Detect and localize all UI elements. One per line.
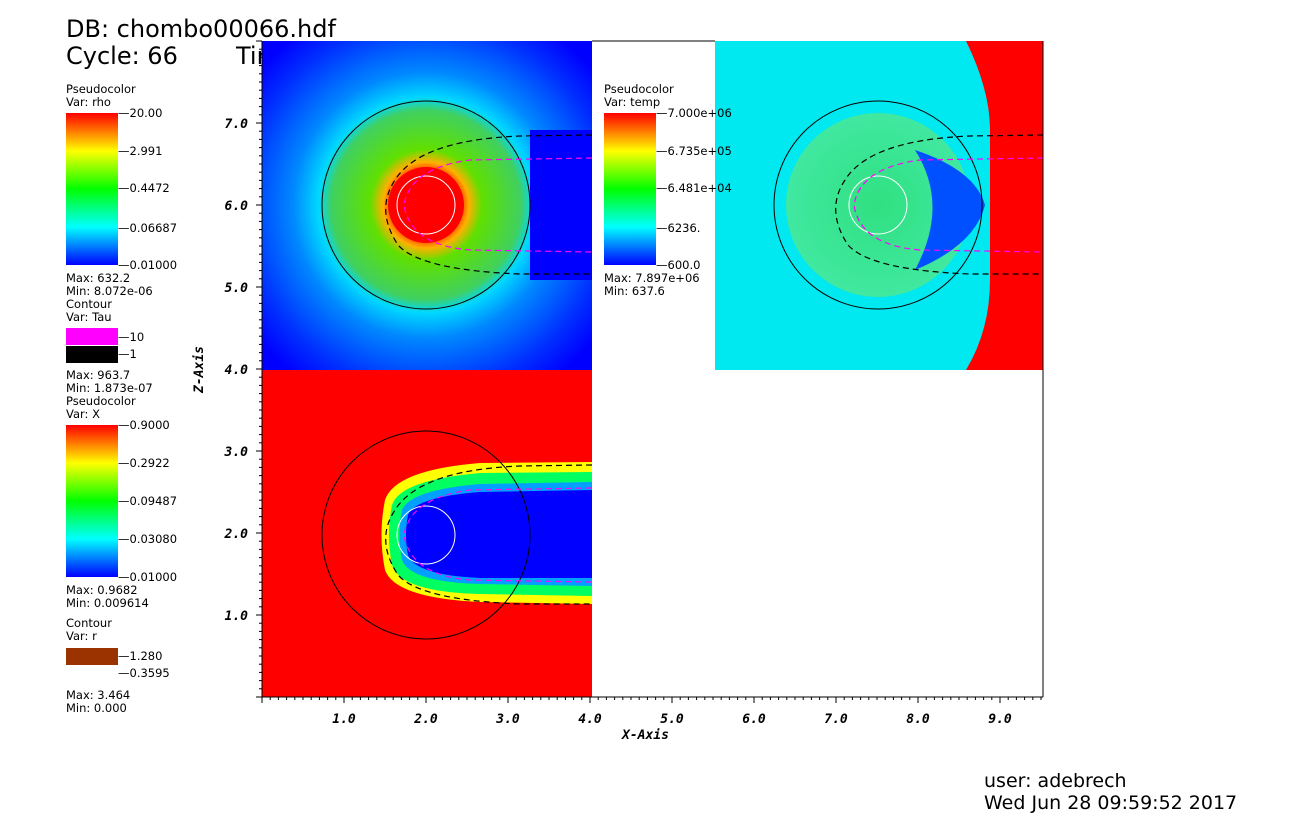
x-tick-1: —0.2922 (118, 456, 170, 470)
y-tick-label: 1.0 (225, 609, 249, 624)
y-tick-label: 5.0 (225, 281, 249, 296)
date-label: Wed Jun 28 09:59:52 2017 (984, 792, 1238, 814)
temp-r-contour-outer (773, 100, 983, 310)
x-ticks: 1.0 2.0 3.0 4.0 5.0 6.0 7.0 8.0 9.0 (261, 697, 1042, 727)
rho-legend-type: Pseudocolor (66, 82, 136, 96)
rho-tick-0: —20.00 (118, 106, 163, 120)
temp-min: Min: 637.6 (604, 284, 665, 298)
tau-legend-type: Contour (66, 297, 112, 311)
x-axis-label: X-Axis (622, 728, 669, 743)
rho-legend-var: Var: rho (66, 95, 111, 109)
r-legend-var: Var: r (66, 629, 97, 643)
x-tick-label: 6.0 (742, 712, 766, 727)
temp-tick-3: —6236. (656, 221, 701, 235)
r-level-0: —1.280 (118, 649, 163, 663)
tau-level-10: —10 (118, 330, 145, 344)
y-tick-label: 2.0 (224, 527, 249, 542)
r-legend-type: Contour (66, 616, 112, 630)
temp-legend-type: Pseudocolor (604, 82, 674, 96)
tau-legend-var: Var: Tau (66, 310, 112, 324)
user-label: user: adebrech (984, 770, 1127, 792)
tau-swatch-10 (66, 328, 118, 345)
r-level-1: —0.3595 (118, 666, 170, 680)
y-axis-label: Z-Axis (191, 346, 207, 393)
temp-tau-contour-low (835, 134, 1043, 275)
rho-max: Max: 632.2 (66, 271, 131, 285)
cycle-label: Cycle: 66 (66, 42, 178, 70)
temp-shock (966, 41, 1043, 370)
x-tick-label: 8.0 (906, 712, 930, 727)
x-panel (262, 370, 592, 697)
x-max: Max: 0.9682 (66, 583, 138, 597)
y-tick-label: 3.0 (224, 445, 249, 460)
x-r-contour-inner (396, 505, 456, 565)
temp-colorbar (604, 113, 656, 265)
tau-level-1: —1 (118, 347, 137, 361)
x-r-contour-outer (321, 430, 531, 640)
y-tick-label: 7.0 (225, 117, 249, 132)
x-tick-2: —0.09487 (118, 494, 178, 508)
tau-swatch-1 (66, 346, 118, 363)
x-tick-label: 3.0 (495, 712, 520, 727)
r-max: Max: 3.464 (66, 688, 131, 702)
temp-tick-1: —6.735e+05 (656, 144, 732, 158)
temp-tick-0: —7.000e+06 (656, 106, 732, 120)
y-tick-label: 6.0 (225, 199, 249, 214)
temp-cold-shell (915, 150, 985, 270)
x-tick-4: —0.01000 (118, 570, 178, 584)
rho-core (388, 167, 464, 243)
db-title: DB: chombo00066.hdf (66, 15, 336, 43)
x-tick-label: 7.0 (824, 712, 848, 727)
x-tick-label: 1.0 (332, 712, 356, 727)
x-legend-var: Var: X (66, 407, 100, 421)
rho-panel (262, 41, 592, 370)
x-tick-label: 9.0 (988, 712, 1012, 727)
x-interior (406, 490, 592, 578)
temp-max: Max: 7.897e+06 (604, 271, 700, 285)
r-min: Min: 0.000 (66, 701, 127, 715)
rho-tick-2: —0.4472 (118, 181, 170, 195)
temp-tick-2: —6.481e+04 (656, 181, 732, 195)
temp-tau-contour-high (853, 157, 1043, 253)
rho-tick-1: —2.991 (118, 144, 163, 158)
x-tick-label: 4.0 (578, 712, 602, 727)
temp-tick-4: —600.0 (656, 258, 701, 272)
tau-min: Min: 1.873e-07 (66, 381, 153, 395)
rho-min: Min: 8.072e-06 (66, 284, 153, 298)
x-min: Min: 0.009614 (66, 596, 149, 610)
rho-tail (530, 130, 592, 280)
y-ticks: 1.0 2.0 3.0 4.0 5.0 6.0 7.0 (224, 40, 262, 698)
temp-panel (715, 41, 1043, 370)
x-legend-type: Pseudocolor (66, 394, 136, 408)
tau-max: Max: 963.7 (66, 368, 131, 382)
rho-tick-3: —0.06687 (118, 221, 178, 235)
r-contour-inner (396, 175, 456, 235)
x-tick-3: —0.03080 (118, 532, 178, 546)
x-tick-label: 5.0 (660, 712, 684, 727)
x-tick-0: —0.9000 (118, 418, 170, 432)
x-tick-label: 2.0 (413, 712, 438, 727)
rho-colorbar (66, 113, 118, 265)
r-contour-outer (321, 100, 531, 310)
tau-contour-low (385, 134, 592, 275)
temp-legend-var: Var: temp (604, 95, 661, 109)
r-swatch (66, 648, 118, 665)
x-tau-contour-low (385, 464, 592, 605)
rho-tick-4: —0.01000 (118, 258, 178, 272)
y-tick-label: 4.0 (225, 363, 249, 378)
temp-r-contour-inner (848, 175, 908, 235)
x-colorbar (66, 425, 118, 577)
